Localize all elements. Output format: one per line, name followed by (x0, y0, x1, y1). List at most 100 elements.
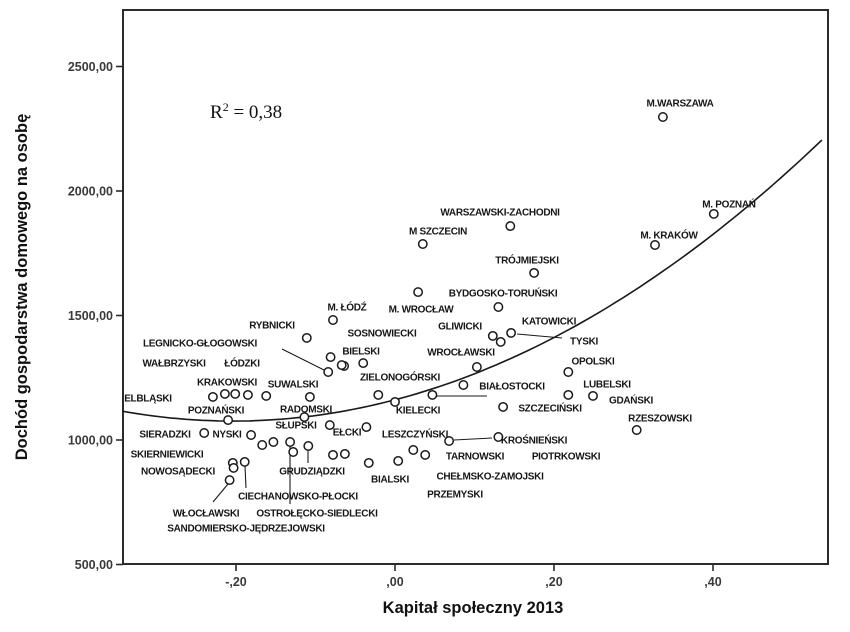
point-label: SANDOMIERSKO-JĘDRZEJOWSKI (167, 524, 325, 535)
point-label: CIECHANOWSKO-PŁOCKI (238, 492, 358, 503)
point-label: SIERADZKI (139, 430, 191, 441)
point-label: LESZCZYŃSKI (382, 428, 449, 441)
point-label: RADOMSKI (280, 405, 333, 416)
label-leader-line (281, 348, 325, 371)
point-label: NOWOSĄDECKI (141, 467, 215, 478)
point-label: M.WARSZAWA (647, 99, 714, 110)
point-label: M. POZNAŃ (702, 198, 755, 211)
data-point-suwalski (261, 390, 272, 401)
point-label: ZIELONOGÓRSKI (360, 371, 441, 384)
data-point-poznański (223, 415, 234, 426)
point-label: BIELSKI (342, 347, 380, 358)
point-label: PRZEMYSKI (427, 490, 483, 501)
plot-frame (122, 9, 829, 565)
data-point (230, 388, 241, 399)
data-point-tyski (495, 336, 506, 347)
plot-generated-layer: -,20 ,00 ,20 ,40 500,00 1000,00 1500,00 2000,00… (68, 9, 829, 589)
data-point-wałbrzyski (325, 352, 336, 363)
point-label: KROŚNIEŃSKI (501, 434, 568, 447)
point-label: BIALSKI (371, 475, 409, 486)
point-label: NYSKI (212, 430, 242, 441)
y-tick-label: 1000,00 (68, 434, 113, 448)
data-point (339, 448, 350, 459)
fit-curve (122, 139, 823, 422)
point-label: WŁOCŁAWSKI (173, 509, 240, 520)
label-leader-line (212, 483, 229, 503)
data-point-krakowski (219, 388, 230, 399)
point-label: WROCŁAWSKI (427, 348, 495, 359)
data-point-słupski (299, 412, 310, 423)
point-label: SUWALSKI (268, 380, 319, 391)
data-point-m-łódź (328, 315, 338, 325)
x-tick-label: ,40 (704, 575, 721, 589)
point-label: LEGNICKO-GŁOGOWSKI (143, 339, 258, 350)
x-tick-label: ,00 (386, 575, 403, 589)
point-label: EŁCKI (333, 428, 362, 439)
data-point-m-wrocław (413, 287, 424, 298)
x-tick-label: ,20 (545, 575, 562, 589)
data-point (257, 440, 268, 450)
data-point-katowicki (506, 327, 517, 338)
y-axis-title: Dochód gospodarstwa domowego na osobę (13, 114, 31, 461)
data-point-sandomiersko-jędrzejowski (328, 449, 338, 460)
point-label: TARNOWSKI (446, 452, 505, 463)
point-label: OPOLSKI (572, 357, 615, 368)
data-point-kielecki (427, 389, 438, 400)
data-point-wrocławski (471, 362, 482, 372)
data-point-elbląski (207, 391, 218, 402)
point-label: BYDGOSKO-TORUŃSKI (449, 287, 558, 300)
label-leader-line (244, 465, 247, 489)
data-point-warszawski-zachodni (505, 221, 516, 232)
data-point-nyski (246, 430, 257, 440)
data-point-ciechanowsko-płocki (239, 456, 250, 467)
data-point (390, 396, 400, 407)
y-tick-label: 1500,00 (68, 309, 113, 323)
y-tick-label: 2000,00 (68, 185, 113, 199)
point-label: BIAŁOSTOCKI (479, 382, 545, 393)
x-axis-title: Kapitał społeczny 2013 (383, 599, 564, 617)
point-label: TYSKI (570, 337, 598, 348)
data-point-m-szczecin (417, 239, 428, 249)
data-point-nowosądecki (228, 462, 239, 473)
data-point-opolski (563, 367, 574, 377)
point-label: ŁÓDZKI (224, 357, 260, 370)
point-label: WARSZAWSKI-ZACHODNI (440, 208, 560, 219)
point-label: LUBELSKI (583, 380, 631, 391)
data-point-rybnicki (301, 332, 312, 343)
data-point-leszczyński (361, 422, 372, 433)
data-point-ostrołęcko-siedlecki (285, 437, 296, 447)
data-point-grudziądzki (303, 441, 314, 451)
data-point-ełcki (324, 420, 335, 431)
y-tick-label: 2500,00 (68, 60, 113, 74)
data-point-m-poznań (708, 208, 719, 219)
point-label: POZNAŃSKI (188, 404, 245, 417)
data-point-gdański (588, 390, 598, 401)
data-point-sieradzki (199, 428, 210, 438)
point-label: GDAŃSKI (609, 394, 654, 407)
point-label: OSTROŁĘCKO-SIEDLECKI (256, 509, 378, 520)
data-point (268, 437, 279, 447)
data-point-chełmsko-zamojski (393, 455, 404, 466)
point-label: GLIWICKI (438, 322, 482, 333)
label-leader-line (453, 437, 493, 441)
point-label: ELBLĄSKI (124, 394, 172, 405)
point-label: KATOWICKI (522, 317, 577, 328)
point-label: KRAKOWSKI (197, 378, 258, 389)
r-squared-annotation: R2 = 0,38 (210, 100, 282, 123)
point-label: GRUDZIĄDZKI (279, 467, 345, 478)
data-point-m-warszawa (657, 112, 668, 122)
point-label: WAŁBRZYSKI (142, 359, 206, 370)
x-tick-label: -,20 (225, 575, 247, 589)
point-label: SŁUPSKI (275, 421, 317, 432)
data-point-m-kraków (650, 240, 660, 250)
data-point-bialski (363, 457, 374, 468)
point-label: RYBNICKI (249, 321, 295, 332)
data-point-bydgosko-toruński (493, 302, 504, 312)
point-label: SOSNOWIECKI (348, 329, 417, 340)
data-point-białostocki (458, 380, 469, 390)
data-point (288, 447, 299, 457)
point-label: SZCZECIŃSKI (518, 402, 582, 415)
data-point-tarnowski (420, 449, 431, 460)
